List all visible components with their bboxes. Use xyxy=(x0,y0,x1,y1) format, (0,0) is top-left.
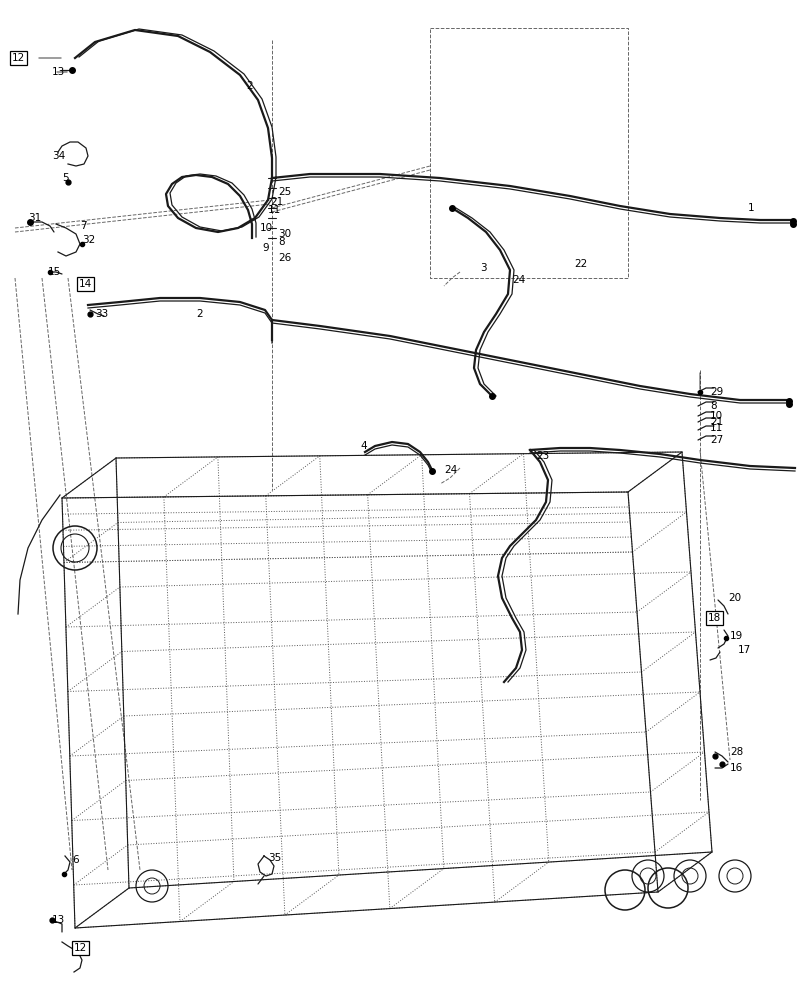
Text: 15: 15 xyxy=(48,267,61,277)
Text: 17: 17 xyxy=(738,645,751,655)
Text: 18: 18 xyxy=(707,613,721,623)
Text: 22: 22 xyxy=(574,259,587,269)
Text: 3: 3 xyxy=(480,263,486,273)
Text: 16: 16 xyxy=(730,763,743,773)
Text: 28: 28 xyxy=(730,747,743,757)
Text: 8: 8 xyxy=(710,401,717,411)
Text: 8: 8 xyxy=(278,237,284,247)
Text: 19: 19 xyxy=(730,631,743,641)
Text: 11: 11 xyxy=(710,423,723,433)
Text: 35: 35 xyxy=(268,853,281,863)
Text: 21: 21 xyxy=(710,417,723,427)
Text: 24: 24 xyxy=(444,465,457,475)
Text: 10: 10 xyxy=(260,223,273,233)
Text: 24: 24 xyxy=(512,275,525,285)
Text: 1: 1 xyxy=(748,203,755,213)
Text: 12: 12 xyxy=(74,943,86,953)
Text: 27: 27 xyxy=(710,435,723,445)
Text: 4: 4 xyxy=(360,441,367,451)
Text: 2: 2 xyxy=(196,309,203,319)
Text: 20: 20 xyxy=(728,593,741,603)
Text: 23: 23 xyxy=(536,451,549,461)
Text: 12: 12 xyxy=(11,53,24,63)
Text: 9: 9 xyxy=(262,243,268,253)
Text: 11: 11 xyxy=(268,205,281,215)
Text: 6: 6 xyxy=(72,855,78,865)
Text: 29: 29 xyxy=(710,387,723,397)
Text: 30: 30 xyxy=(278,229,291,239)
Text: 33: 33 xyxy=(95,309,108,319)
Text: 13: 13 xyxy=(52,915,65,925)
Text: 21: 21 xyxy=(270,197,284,207)
Text: 25: 25 xyxy=(278,187,291,197)
Text: 10: 10 xyxy=(710,411,723,421)
Text: 5: 5 xyxy=(62,173,69,183)
Text: 7: 7 xyxy=(80,221,86,231)
Text: 31: 31 xyxy=(28,213,41,223)
Text: 14: 14 xyxy=(78,279,91,289)
Text: 26: 26 xyxy=(278,253,291,263)
Text: 34: 34 xyxy=(52,151,65,161)
Text: 13: 13 xyxy=(52,67,65,77)
Text: 2: 2 xyxy=(246,81,253,91)
Text: 32: 32 xyxy=(82,235,95,245)
